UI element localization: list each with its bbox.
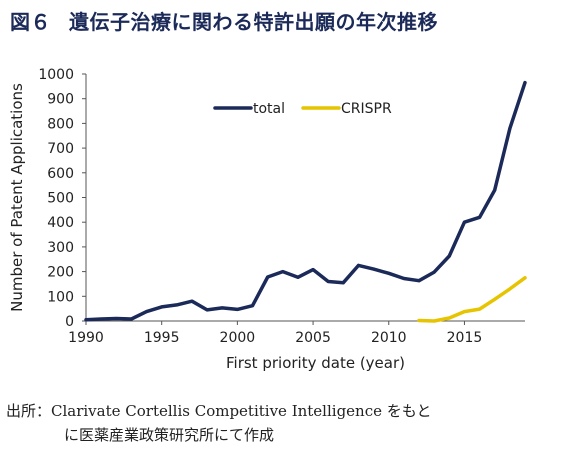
y-tick-label: 200: [47, 265, 74, 281]
data-point-total: [175, 303, 179, 307]
legend-label-total: total: [253, 101, 285, 117]
x-axis-title: First priority date (year): [226, 354, 405, 372]
data-point-crispr: [493, 297, 497, 301]
x-tick-label: 2015: [447, 330, 483, 346]
data-point-total: [356, 263, 360, 267]
y-tick-label: 700: [47, 141, 74, 157]
data-point-crispr: [417, 319, 421, 323]
line-chart: 0 100 200 300 400 500 600 700 800 900 1000 1990 1995…: [8, 67, 527, 372]
data-point-total: [190, 299, 194, 303]
data-point-total: [129, 317, 133, 321]
figure-title-text: 遺伝子治療に関わる特許出願の年次推移: [69, 10, 438, 34]
data-point-total: [145, 310, 149, 314]
y-tick-label: 800: [47, 116, 74, 132]
x-tick-label: 2005: [295, 330, 331, 346]
data-point-total: [99, 317, 103, 321]
data-point-crispr: [447, 316, 451, 320]
y-tick-label: 400: [47, 215, 74, 231]
y-tick-label: 300: [47, 240, 74, 256]
x-tick-label: 2000: [220, 330, 256, 346]
y-tick-label: 100: [47, 289, 74, 305]
x-tick-label: 1990: [68, 330, 104, 346]
source-line-1: 出所：Clarivate Cortellis Competitive Intel…: [6, 402, 432, 420]
data-point-total: [84, 318, 88, 322]
data-point-crispr: [462, 310, 466, 314]
data-point-total: [311, 268, 315, 272]
data-point-total: [523, 81, 527, 85]
figure-title: 図６ 遺伝子治療に関わる特許出願の年次推移: [10, 6, 438, 35]
series-line-total: [84, 80, 527, 322]
chart: 0 100 200 300 400 500 600 700 800 900 1000 1990 1995…: [0, 50, 567, 380]
data-point-total: [220, 306, 224, 310]
data-point-total: [387, 271, 391, 275]
data-point-crispr: [523, 276, 527, 280]
y-tick-label: 600: [47, 166, 74, 182]
data-point-total: [266, 275, 270, 279]
data-point-total: [326, 279, 330, 283]
data-point-total: [205, 308, 209, 312]
data-point-total: [160, 305, 164, 309]
data-point-total: [462, 220, 466, 224]
y-tick-label: 1000: [38, 67, 74, 83]
data-point-total: [251, 304, 255, 308]
data-point-total: [372, 267, 376, 271]
data-point-total: [493, 188, 497, 192]
figure-number: 図６: [10, 10, 51, 34]
data-point-total: [114, 317, 118, 321]
y-tick-label: 900: [47, 92, 74, 108]
data-point-total: [235, 307, 239, 311]
data-point-crispr: [478, 307, 482, 311]
y-axis-title: Number of Patent Applications: [8, 83, 26, 312]
y-tick-label: 0: [65, 314, 74, 330]
data-point-crispr: [432, 319, 436, 323]
series-line-crispr: [417, 276, 527, 323]
data-point-total: [341, 281, 345, 285]
y-tick-label: 500: [47, 191, 74, 207]
data-point-total: [432, 270, 436, 274]
data-point-crispr: [508, 287, 512, 291]
data-point-total: [402, 277, 406, 281]
data-point-total: [417, 279, 421, 283]
data-point-total: [281, 270, 285, 274]
x-tick-label: 1995: [144, 330, 180, 346]
source-line-2: に医薬産業政策研究所にて作成: [64, 426, 275, 444]
legend-label-crispr: CRISPR: [341, 101, 392, 117]
data-point-total: [296, 275, 300, 279]
data-point-total: [508, 126, 512, 130]
x-tick-label: 2010: [371, 330, 407, 346]
data-point-total: [447, 254, 451, 258]
data-point-total: [478, 215, 482, 219]
source-note: 出所：Clarivate Cortellis Competitive Intel…: [6, 399, 431, 447]
